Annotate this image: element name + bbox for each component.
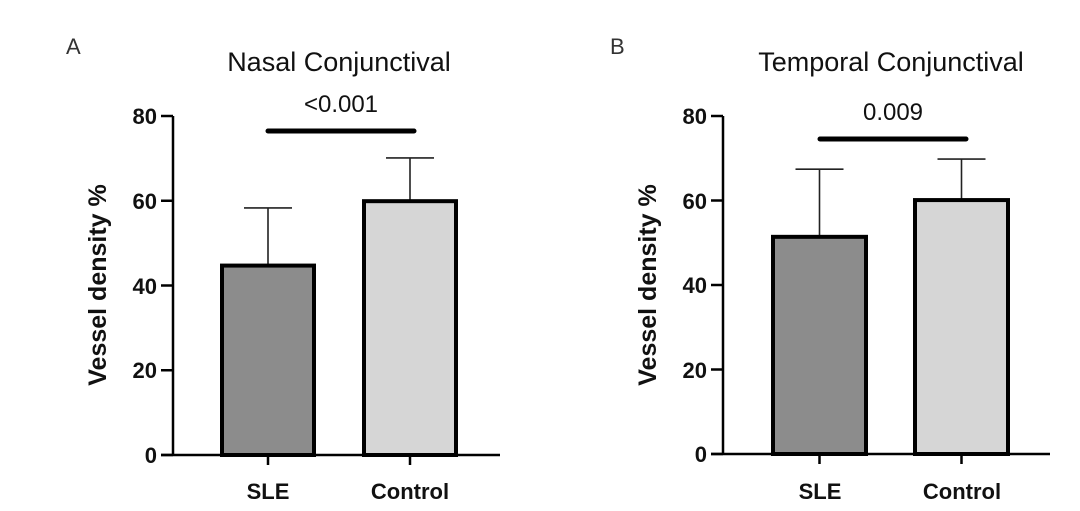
y-tick-label: 20 [683, 358, 707, 383]
x-category-label: SLE [799, 479, 842, 504]
y-tick-label: 60 [683, 189, 707, 214]
chart-title: Temporal Conjunctival [758, 47, 1024, 77]
bar-sle [771, 234, 868, 456]
y-tick-label: 60 [133, 189, 157, 214]
significance-label: 0.009 [863, 99, 923, 126]
bar-control [362, 199, 458, 457]
y-tick-label: 80 [683, 104, 707, 129]
x-category-label: Control [923, 479, 1001, 504]
panel-letter: A [66, 34, 81, 59]
significance-label: <0.001 [304, 91, 378, 118]
y-axis-label: Vessel density % [84, 184, 112, 386]
y-tick-label: 40 [683, 273, 707, 298]
panel-letter: B [610, 34, 625, 59]
y-tick-label: 20 [133, 358, 157, 383]
y-tick-label: 0 [145, 443, 157, 468]
panel-a: A Nasal Conjunctival Vessel density % <0… [66, 34, 500, 504]
chart-title: Nasal Conjunctival [227, 47, 451, 77]
bar-sle [220, 263, 316, 457]
panel-b: B Temporal Conjunctival Vessel density %… [610, 34, 1050, 504]
x-category-label: SLE [247, 479, 290, 504]
y-tick-label: 40 [133, 274, 157, 299]
y-tick-label: 80 [133, 104, 157, 129]
x-category-label: Control [371, 479, 449, 504]
y-tick-label: 0 [695, 442, 707, 467]
bar-control [913, 198, 1010, 456]
y-axis-label: Vessel density % [634, 184, 662, 386]
